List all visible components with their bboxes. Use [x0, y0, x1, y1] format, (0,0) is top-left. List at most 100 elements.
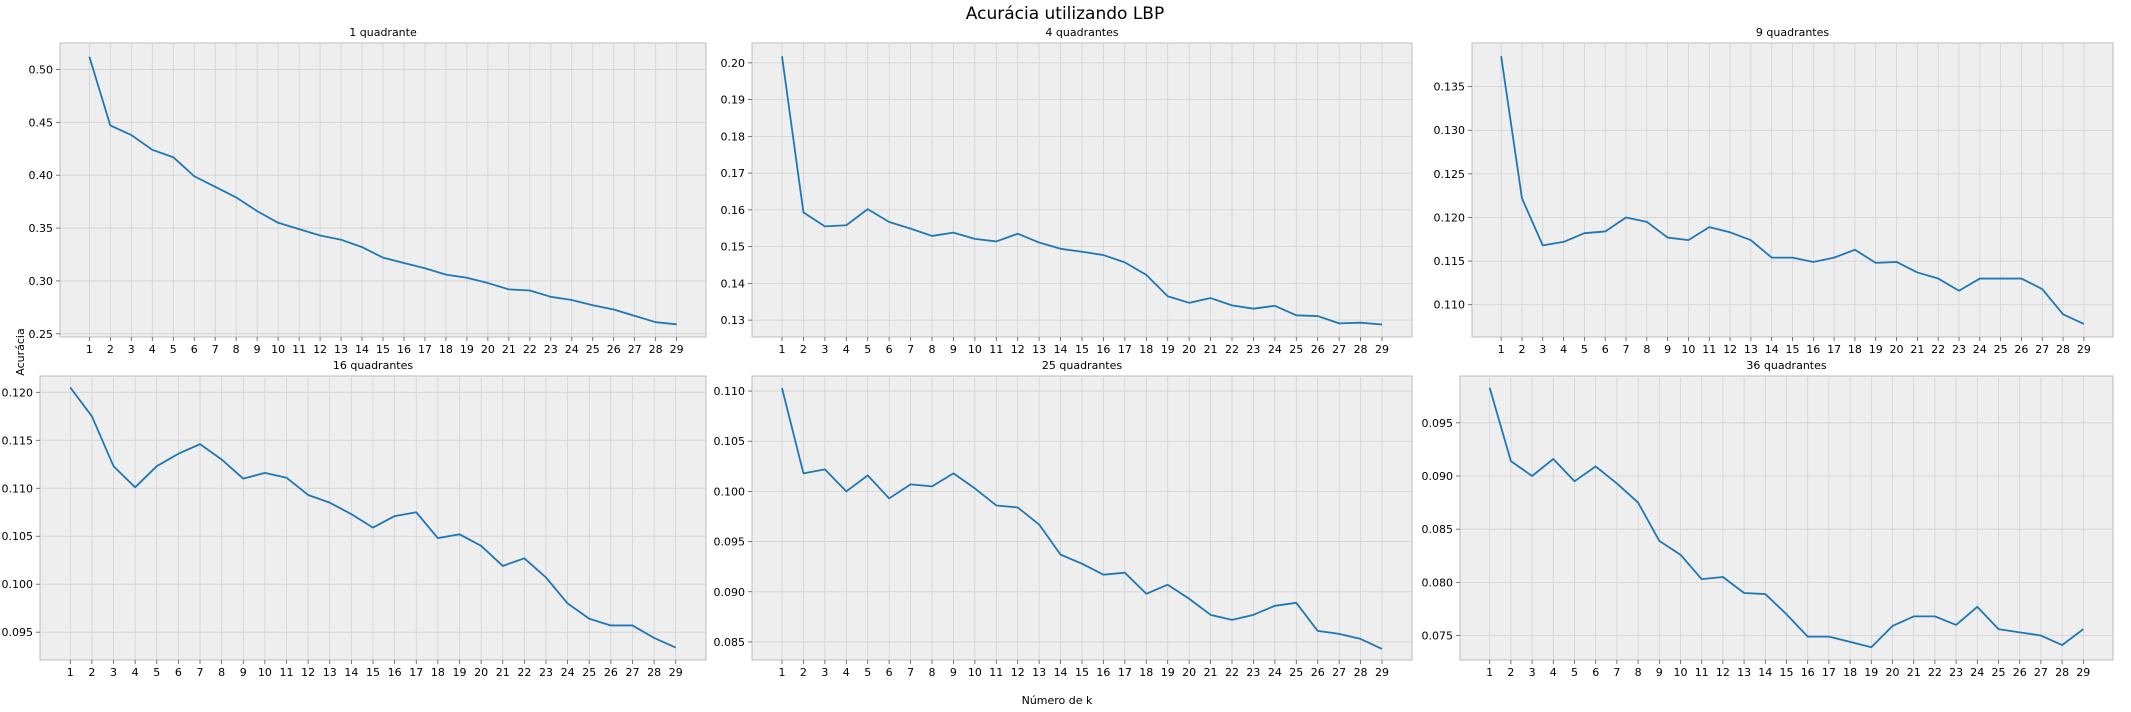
- x-tick-label: 22: [517, 666, 531, 679]
- subplot-6: 1 2 3 4 5 6 7 8 9 10 11 12 13 14 15 16 17 18 19 20 21 22 23 24 2…: [1422, 359, 2114, 679]
- x-tick-label: 7: [907, 343, 914, 356]
- y-tick-label: 0.30: [29, 275, 54, 288]
- y-tick-label: 0.115: [1434, 255, 1466, 268]
- x-tick-label: 24: [1268, 343, 1282, 356]
- subplot-title: 4 quadrantes: [1045, 26, 1118, 39]
- y-tick-label: 0.13: [721, 314, 746, 327]
- figure-title: Acurácia utilizando LBP: [966, 4, 1164, 24]
- y-tick-label: 0.125: [1434, 168, 1466, 181]
- x-tick-label: 1: [1498, 343, 1505, 356]
- x-tick-label: 12: [1723, 343, 1737, 356]
- x-tick-label: 11: [280, 666, 294, 679]
- y-tick-label: 0.40: [29, 169, 54, 182]
- x-tick-label: 20: [1886, 666, 1900, 679]
- x-tick-label: 14: [344, 666, 358, 679]
- subplot-title: 25 quadrantes: [1042, 359, 1122, 372]
- x-tick-label: 18: [1848, 343, 1862, 356]
- x-tick-label: 1: [1486, 666, 1493, 679]
- x-tick-label: 21: [1907, 666, 1921, 679]
- x-tick-label: 19: [452, 666, 466, 679]
- x-tick-label: 6: [191, 343, 198, 356]
- x-tick-label: 8: [233, 343, 240, 356]
- x-tick-label: 10: [258, 666, 272, 679]
- x-tick-label: 19: [460, 343, 474, 356]
- x-tick-label: 3: [821, 666, 828, 679]
- x-tick-label: 14: [355, 343, 369, 356]
- y-tick-label: 0.075: [1422, 630, 1454, 643]
- x-tick-label: 26: [1311, 343, 1325, 356]
- x-tick-label: 22: [523, 343, 537, 356]
- x-tick-label: 15: [1075, 343, 1089, 356]
- x-tick-label: 24: [561, 666, 575, 679]
- x-tick-label: 3: [128, 343, 135, 356]
- x-tick-label: 16: [1096, 666, 1110, 679]
- x-tick-label: 22: [1928, 666, 1942, 679]
- subplot-1: 1 2 3 4 5 6 7 8 9 10 11 12 13 14 15 16 17 18 19 20 21 22 23 24 2…: [29, 26, 707, 356]
- x-tick-label: 13: [1032, 666, 1046, 679]
- x-tick-label: 2: [1518, 343, 1525, 356]
- x-tick-label: 20: [1182, 666, 1196, 679]
- x-tick-label: 20: [474, 666, 488, 679]
- x-tick-label: 8: [929, 343, 936, 356]
- x-tick-label: 13: [334, 343, 348, 356]
- x-tick-label: 4: [843, 666, 850, 679]
- x-tick-label: 12: [1011, 343, 1025, 356]
- x-tick-label: 9: [950, 343, 957, 356]
- x-tick-label: 18: [1139, 343, 1153, 356]
- x-tick-label: 28: [1354, 666, 1368, 679]
- x-tick-label: 1: [779, 343, 786, 356]
- x-tick-label: 16: [1801, 666, 1815, 679]
- x-tick-label: 1: [67, 666, 74, 679]
- subplot-3: 1 2 3 4 5 6 7 8 9 10 11 12 13 14 15 16 17 18 19 20 21 22 23 24 2…: [1434, 26, 2114, 356]
- x-tick-label: 26: [607, 343, 621, 356]
- x-tick-label: 24: [565, 343, 579, 356]
- x-tick-label: 18: [431, 666, 445, 679]
- x-tick-label: 23: [1952, 343, 1966, 356]
- x-tick-label: 2: [107, 343, 114, 356]
- x-tick-label: 26: [2013, 666, 2027, 679]
- x-tick-label: 17: [1118, 343, 1132, 356]
- x-tick-label: 18: [1139, 666, 1153, 679]
- x-tick-label: 22: [1225, 343, 1239, 356]
- x-tick-label: 11: [989, 666, 1003, 679]
- x-tick-label: 3: [110, 666, 117, 679]
- x-tick-label: 25: [582, 666, 596, 679]
- x-tick-label: 7: [907, 666, 914, 679]
- x-tick-label: 4: [132, 666, 139, 679]
- x-tick-label: 25: [1992, 666, 2006, 679]
- y-tick-label: 0.110: [2, 482, 34, 495]
- x-tick-label: 4: [1560, 343, 1567, 356]
- x-tick-label: 14: [1765, 343, 1779, 356]
- x-tick-label: 28: [2055, 666, 2069, 679]
- figure-xlabel: Número de k: [1022, 694, 1093, 707]
- x-tick-label: 6: [175, 666, 182, 679]
- y-tick-label: 0.19: [721, 94, 746, 107]
- x-tick-label: 21: [1910, 343, 1924, 356]
- y-tick-label: 0.110: [1434, 299, 1466, 312]
- x-tick-label: 13: [1744, 343, 1758, 356]
- x-tick-label: 24: [1973, 343, 1987, 356]
- x-tick-label: 19: [1161, 343, 1175, 356]
- y-tick-label: 0.45: [29, 116, 54, 129]
- x-tick-label: 6: [1602, 343, 1609, 356]
- x-tick-label: 27: [1332, 666, 1346, 679]
- y-tick-label: 0.080: [1422, 576, 1454, 589]
- y-tick-label: 0.100: [2, 578, 34, 591]
- x-tick-label: 26: [1311, 666, 1325, 679]
- y-tick-label: 0.105: [714, 435, 746, 448]
- x-tick-label: 21: [1204, 666, 1218, 679]
- x-tick-label: 3: [1539, 343, 1546, 356]
- y-tick-label: 0.18: [721, 130, 746, 143]
- x-tick-label: 5: [864, 343, 871, 356]
- x-tick-label: 10: [1681, 343, 1695, 356]
- x-tick-label: 29: [2076, 666, 2090, 679]
- x-tick-label: 29: [669, 666, 683, 679]
- x-tick-label: 10: [1673, 666, 1687, 679]
- y-tick-label: 0.135: [1434, 81, 1466, 94]
- x-tick-label: 5: [1571, 666, 1578, 679]
- x-tick-label: 28: [2056, 343, 2070, 356]
- x-tick-label: 23: [1246, 666, 1260, 679]
- x-tick-label: 18: [439, 343, 453, 356]
- x-tick-label: 1: [779, 666, 786, 679]
